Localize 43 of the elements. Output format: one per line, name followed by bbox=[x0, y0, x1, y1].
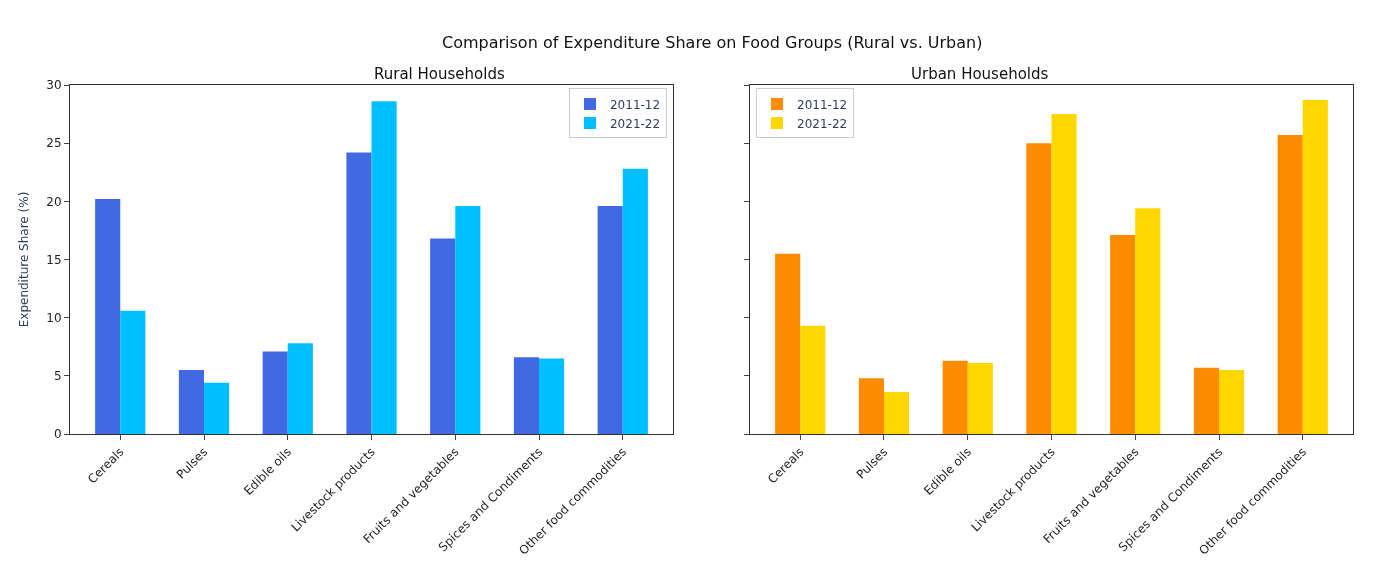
y-tick-label: 30 bbox=[46, 78, 62, 93]
legend-label: 2021-22 bbox=[797, 116, 848, 131]
bar bbox=[1026, 143, 1052, 434]
y-tick-label: 20 bbox=[46, 194, 62, 209]
bar bbox=[597, 205, 623, 434]
bar bbox=[430, 238, 456, 434]
bar bbox=[800, 325, 826, 434]
y-tick-label: 25 bbox=[46, 136, 62, 151]
bar bbox=[1277, 135, 1303, 434]
legend-label: 2021-22 bbox=[609, 116, 661, 131]
text: Comparison of Expenditure Share on Food Groups (Rural vs. Urban) bbox=[442, 33, 983, 52]
bar bbox=[1302, 100, 1328, 434]
bar bbox=[883, 392, 910, 434]
bar bbox=[178, 370, 204, 434]
bar bbox=[1219, 370, 1245, 434]
y-tick-label: 15 bbox=[46, 252, 62, 267]
legend-label: 2011-12 bbox=[609, 97, 661, 112]
y-tick-label: 5 bbox=[53, 369, 62, 384]
bar bbox=[1193, 367, 1219, 434]
bar bbox=[1135, 208, 1161, 434]
bar bbox=[287, 343, 313, 434]
bar bbox=[455, 205, 481, 434]
bar bbox=[95, 199, 121, 434]
bar bbox=[513, 357, 540, 434]
chart-title: Rural Households bbox=[374, 65, 505, 83]
bar bbox=[539, 358, 565, 434]
bar bbox=[371, 101, 397, 434]
bar bbox=[120, 310, 146, 434]
bar bbox=[942, 360, 968, 434]
chart-title: Urban Households bbox=[911, 65, 1049, 83]
bar bbox=[858, 378, 884, 434]
bar bbox=[262, 351, 288, 434]
y-tick-label: 0 bbox=[53, 427, 62, 442]
bar bbox=[967, 363, 993, 434]
legend-label: 2011-12 bbox=[797, 97, 848, 112]
bar bbox=[1051, 114, 1077, 434]
y-axis-title: Expenditure Share (%) bbox=[16, 191, 31, 328]
bar bbox=[1110, 235, 1136, 434]
bar bbox=[622, 168, 648, 434]
y-tick-label: 10 bbox=[46, 310, 62, 325]
bar bbox=[204, 382, 230, 434]
bar bbox=[346, 152, 372, 434]
bar bbox=[775, 253, 801, 434]
